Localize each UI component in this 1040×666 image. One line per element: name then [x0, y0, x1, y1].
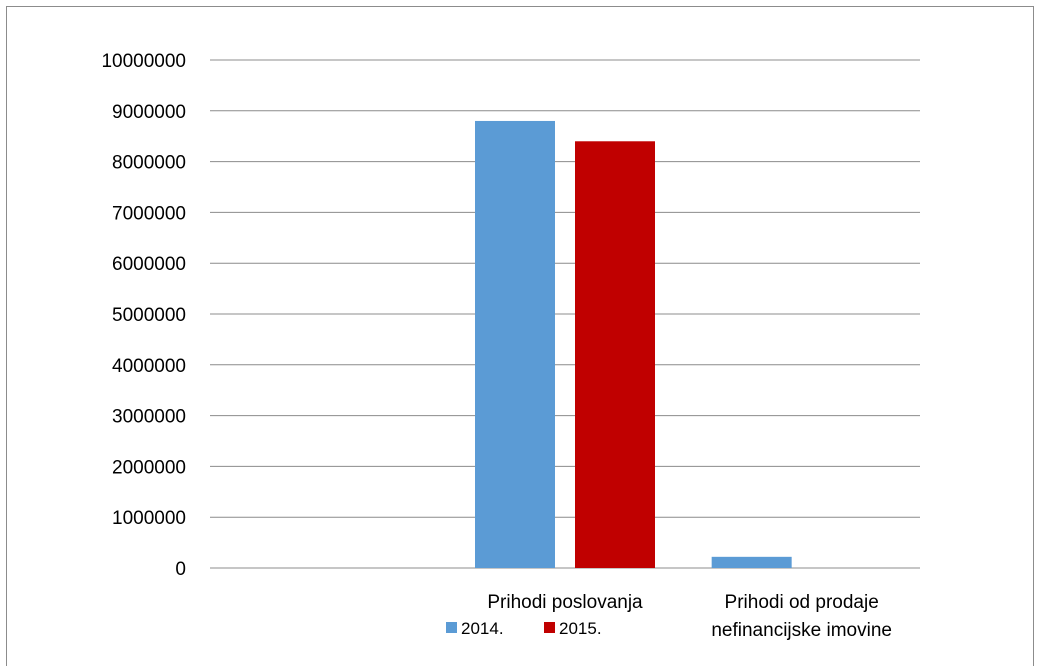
y-tick-label: 9000000 [112, 102, 186, 123]
bar-2014-1 [475, 120, 555, 569]
y-tick-label: 4000000 [112, 356, 186, 377]
legend-swatch [446, 622, 457, 633]
category-label: Prihodi od prodaje [725, 592, 879, 613]
gridlines [210, 59, 920, 569]
category-label: nefinancijske imovine [711, 620, 892, 641]
y-tick-label: 10000000 [101, 51, 186, 72]
y-tick-label: 7000000 [112, 203, 186, 224]
legend: 2014. 2015. [446, 619, 602, 638]
y-tick-label: 8000000 [112, 153, 186, 174]
y-tick-label: 3000000 [112, 407, 186, 428]
bar-2014-2 [711, 556, 792, 568]
y-axis-tick-labels: 0 1000000 2000000 3000000 4000000 5000000 6000… [101, 51, 186, 580]
bar-2015-1 [575, 141, 655, 568]
y-tick-label: 2000000 [112, 457, 186, 478]
chart-frame [6, 6, 1034, 666]
y-tick-label: 1000000 [112, 508, 186, 529]
category-labels: Prihodi poslovanja Prihodi od prodaje nefi… [487, 592, 892, 641]
y-tick-label: 5000000 [112, 305, 186, 326]
legend-swatch [544, 622, 555, 633]
legend-label: 2015. [559, 619, 602, 638]
category-label: Prihodi poslovanja [487, 592, 643, 613]
bars [475, 120, 792, 569]
legend-label: 2014. [461, 619, 504, 638]
y-tick-label: 0 [175, 559, 186, 580]
y-tick-label: 6000000 [112, 254, 186, 275]
